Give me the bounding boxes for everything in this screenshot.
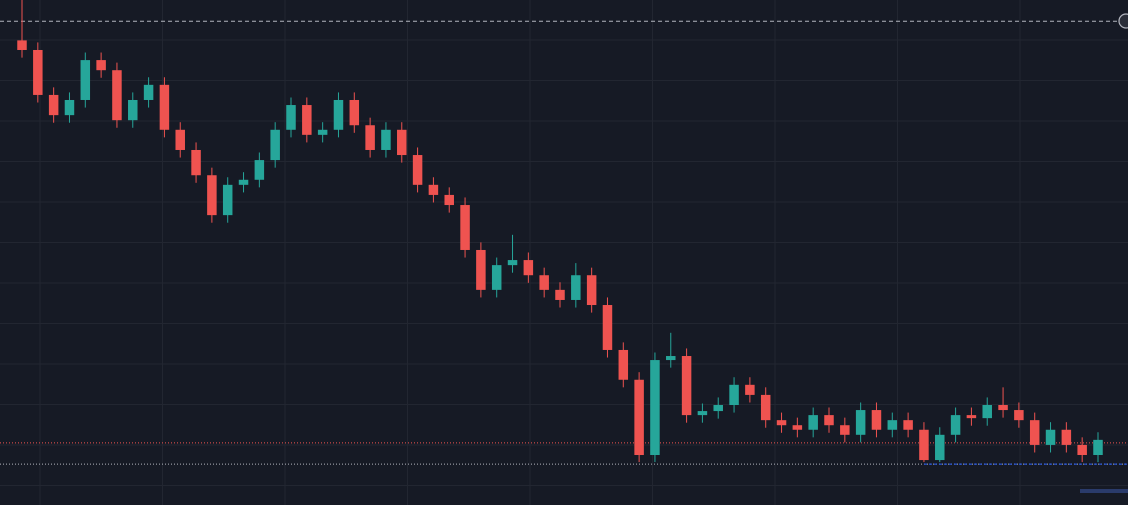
candles	[17, 0, 1103, 463]
candle-body	[128, 99, 138, 121]
candle-body	[776, 420, 787, 426]
candle-body	[1093, 439, 1103, 456]
candle-body	[143, 84, 154, 100]
candle-body	[222, 184, 233, 216]
candle-body	[697, 411, 708, 416]
candle-body	[80, 60, 91, 100]
candle-body	[871, 410, 882, 430]
candle-body	[1014, 410, 1024, 421]
candle-body	[586, 275, 597, 306]
candle-body	[1029, 420, 1040, 445]
candle-body	[935, 434, 945, 461]
candle-body	[523, 260, 534, 276]
candle-body	[998, 405, 1008, 411]
candle-body	[33, 49, 43, 95]
candle-body	[48, 94, 59, 116]
candle-body	[1077, 444, 1087, 456]
candle-body	[919, 429, 929, 461]
candle-body	[903, 420, 913, 430]
candle-body	[713, 405, 723, 412]
candle-body	[349, 99, 360, 126]
candle-body	[1045, 429, 1056, 445]
candle-body	[745, 384, 755, 395]
candle-body	[96, 60, 106, 71]
candle-body	[634, 379, 644, 456]
candle-body	[64, 99, 75, 116]
candle-body	[460, 205, 470, 250]
candle-body	[539, 275, 549, 290]
candle-body	[302, 105, 312, 135]
candle-body	[887, 420, 898, 430]
candle-body	[808, 415, 818, 430]
candle-body	[950, 415, 961, 435]
candle-body	[397, 129, 407, 156]
candle-body	[666, 356, 676, 361]
candle-body	[824, 415, 834, 426]
candle-body	[681, 356, 692, 416]
candle-body	[966, 415, 977, 419]
candle-body	[650, 360, 660, 456]
candle-body	[760, 394, 771, 421]
candle-body	[507, 260, 518, 266]
candle-body	[412, 155, 423, 185]
candle-body	[428, 184, 439, 195]
candle-body	[17, 40, 27, 50]
candle-body	[476, 249, 486, 290]
candle-body	[191, 149, 201, 176]
candle-body	[112, 70, 122, 121]
settings-icon[interactable]	[1118, 13, 1128, 29]
price-lines	[0, 20, 1128, 465]
candle-body	[602, 305, 613, 350]
candle-body	[238, 179, 249, 185]
candle-body	[571, 275, 581, 300]
candle-body	[286, 105, 296, 130]
candle-body	[555, 289, 565, 300]
candle-body	[1061, 429, 1072, 445]
candle-body	[840, 425, 850, 435]
candle-body	[270, 129, 280, 161]
candle-body	[618, 349, 629, 380]
candle-body	[159, 84, 170, 130]
candle-body	[855, 410, 866, 435]
candle-body	[365, 125, 375, 150]
candle-body	[254, 160, 265, 180]
candle-body	[175, 129, 185, 150]
candle-body	[729, 384, 739, 406]
candle-body	[792, 425, 803, 430]
candle-body	[333, 99, 344, 130]
candle-body	[207, 175, 217, 216]
candle-body	[381, 129, 391, 150]
scroll-indicator[interactable]	[1080, 489, 1128, 493]
candle-body	[491, 265, 502, 290]
candle-body	[982, 405, 992, 419]
candle-body	[444, 194, 454, 206]
candle-body	[317, 129, 328, 135]
